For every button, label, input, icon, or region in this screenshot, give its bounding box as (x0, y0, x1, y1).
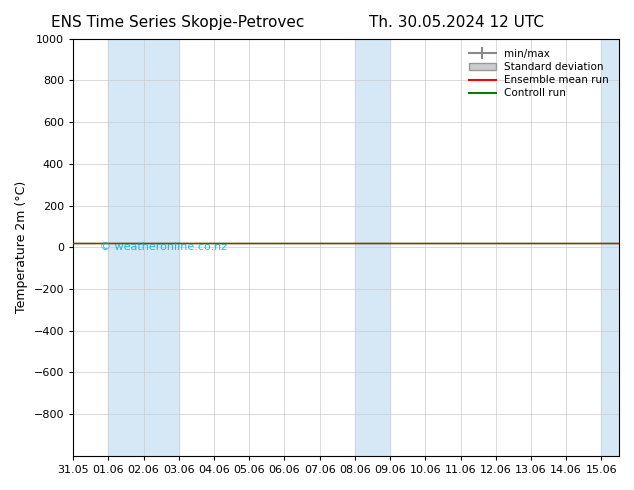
Y-axis label: Temperature 2m (°C): Temperature 2m (°C) (15, 181, 28, 314)
Text: © weatheronline.co.nz: © weatheronline.co.nz (100, 242, 228, 252)
Bar (108, 39, 179, 456)
Text: Th. 30.05.2024 12 UTC: Th. 30.05.2024 12 UTC (369, 15, 544, 30)
Bar (355, 39, 390, 456)
Legend: min/max, Standard deviation, Ensemble mean run, Controll run: min/max, Standard deviation, Ensemble me… (464, 44, 614, 103)
Bar (602, 39, 619, 456)
Text: ENS Time Series Skopje-Petrovec: ENS Time Series Skopje-Petrovec (51, 15, 304, 30)
